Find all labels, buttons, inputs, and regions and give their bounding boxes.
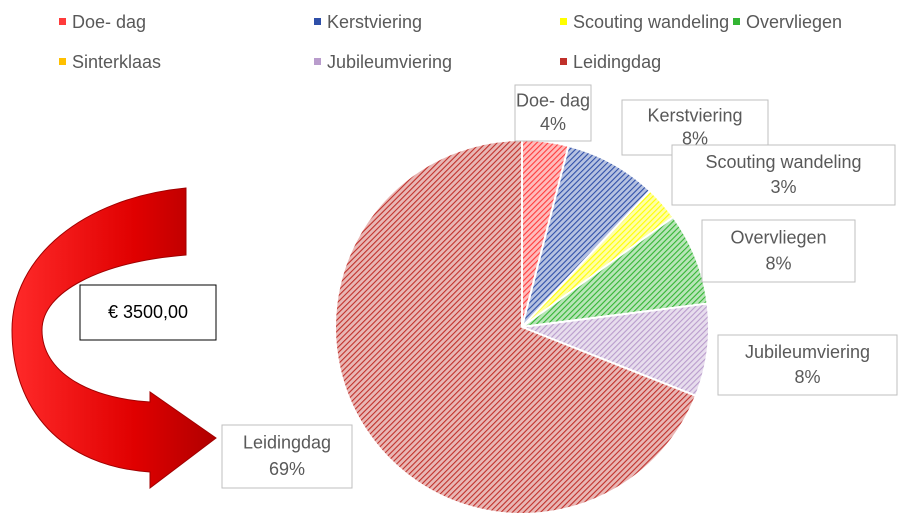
- label-box: [701, 219, 856, 283]
- legend-label: Jubileumviering: [327, 52, 452, 72]
- legend-swatch: [733, 18, 740, 25]
- legend-label: Kerstviering: [327, 12, 422, 32]
- legend: Doe- dag Kerstviering Scouting wandeling Ov…: [59, 12, 842, 72]
- legend-label: Sinterklaas: [72, 52, 161, 72]
- legend-label: Leidingdag: [573, 52, 661, 72]
- legend-label: Scouting wandeling: [573, 12, 729, 32]
- label-box: [671, 144, 896, 206]
- legend-swatch: [59, 18, 66, 25]
- label-value: 4%: [540, 114, 566, 134]
- legend-swatch: [560, 18, 567, 25]
- annotation: € 3500,00: [108, 302, 188, 322]
- label-category: Leidingdag: [243, 433, 331, 453]
- label-category: Scouting wandeling: [705, 152, 861, 172]
- label-box: [717, 334, 898, 396]
- legend-label: Doe- dag: [72, 12, 146, 32]
- pie: [334, 138, 710, 514]
- pie-slice: [521, 302, 710, 398]
- pie-slice: [334, 138, 698, 514]
- label-value: 8%: [765, 253, 791, 273]
- label-category: Kerstviering: [647, 105, 742, 125]
- label-category: Overvliegen: [730, 227, 826, 247]
- legend-label: Overvliegen: [746, 12, 842, 32]
- pie-slice: [521, 215, 709, 328]
- legend-swatch: [560, 58, 567, 65]
- label-value: 3%: [770, 177, 796, 197]
- legend-swatch: [59, 58, 66, 65]
- legend-swatch: [314, 18, 321, 25]
- pie-slice: [521, 144, 652, 328]
- label-value: 8%: [682, 128, 708, 148]
- data-labels: Doe- dag 4% Kerstviering 8% Scouting wandeli…: [221, 84, 898, 489]
- label-category: Jubileumviering: [745, 342, 870, 362]
- label-value: 8%: [794, 367, 820, 387]
- arrow: [11, 187, 217, 490]
- label-box: [514, 84, 592, 142]
- label-value: 69%: [269, 459, 305, 479]
- label-box: [221, 424, 353, 489]
- annotation-box: [79, 284, 217, 341]
- legend-swatch: [314, 58, 321, 65]
- label-category: Doe- dag: [516, 91, 590, 111]
